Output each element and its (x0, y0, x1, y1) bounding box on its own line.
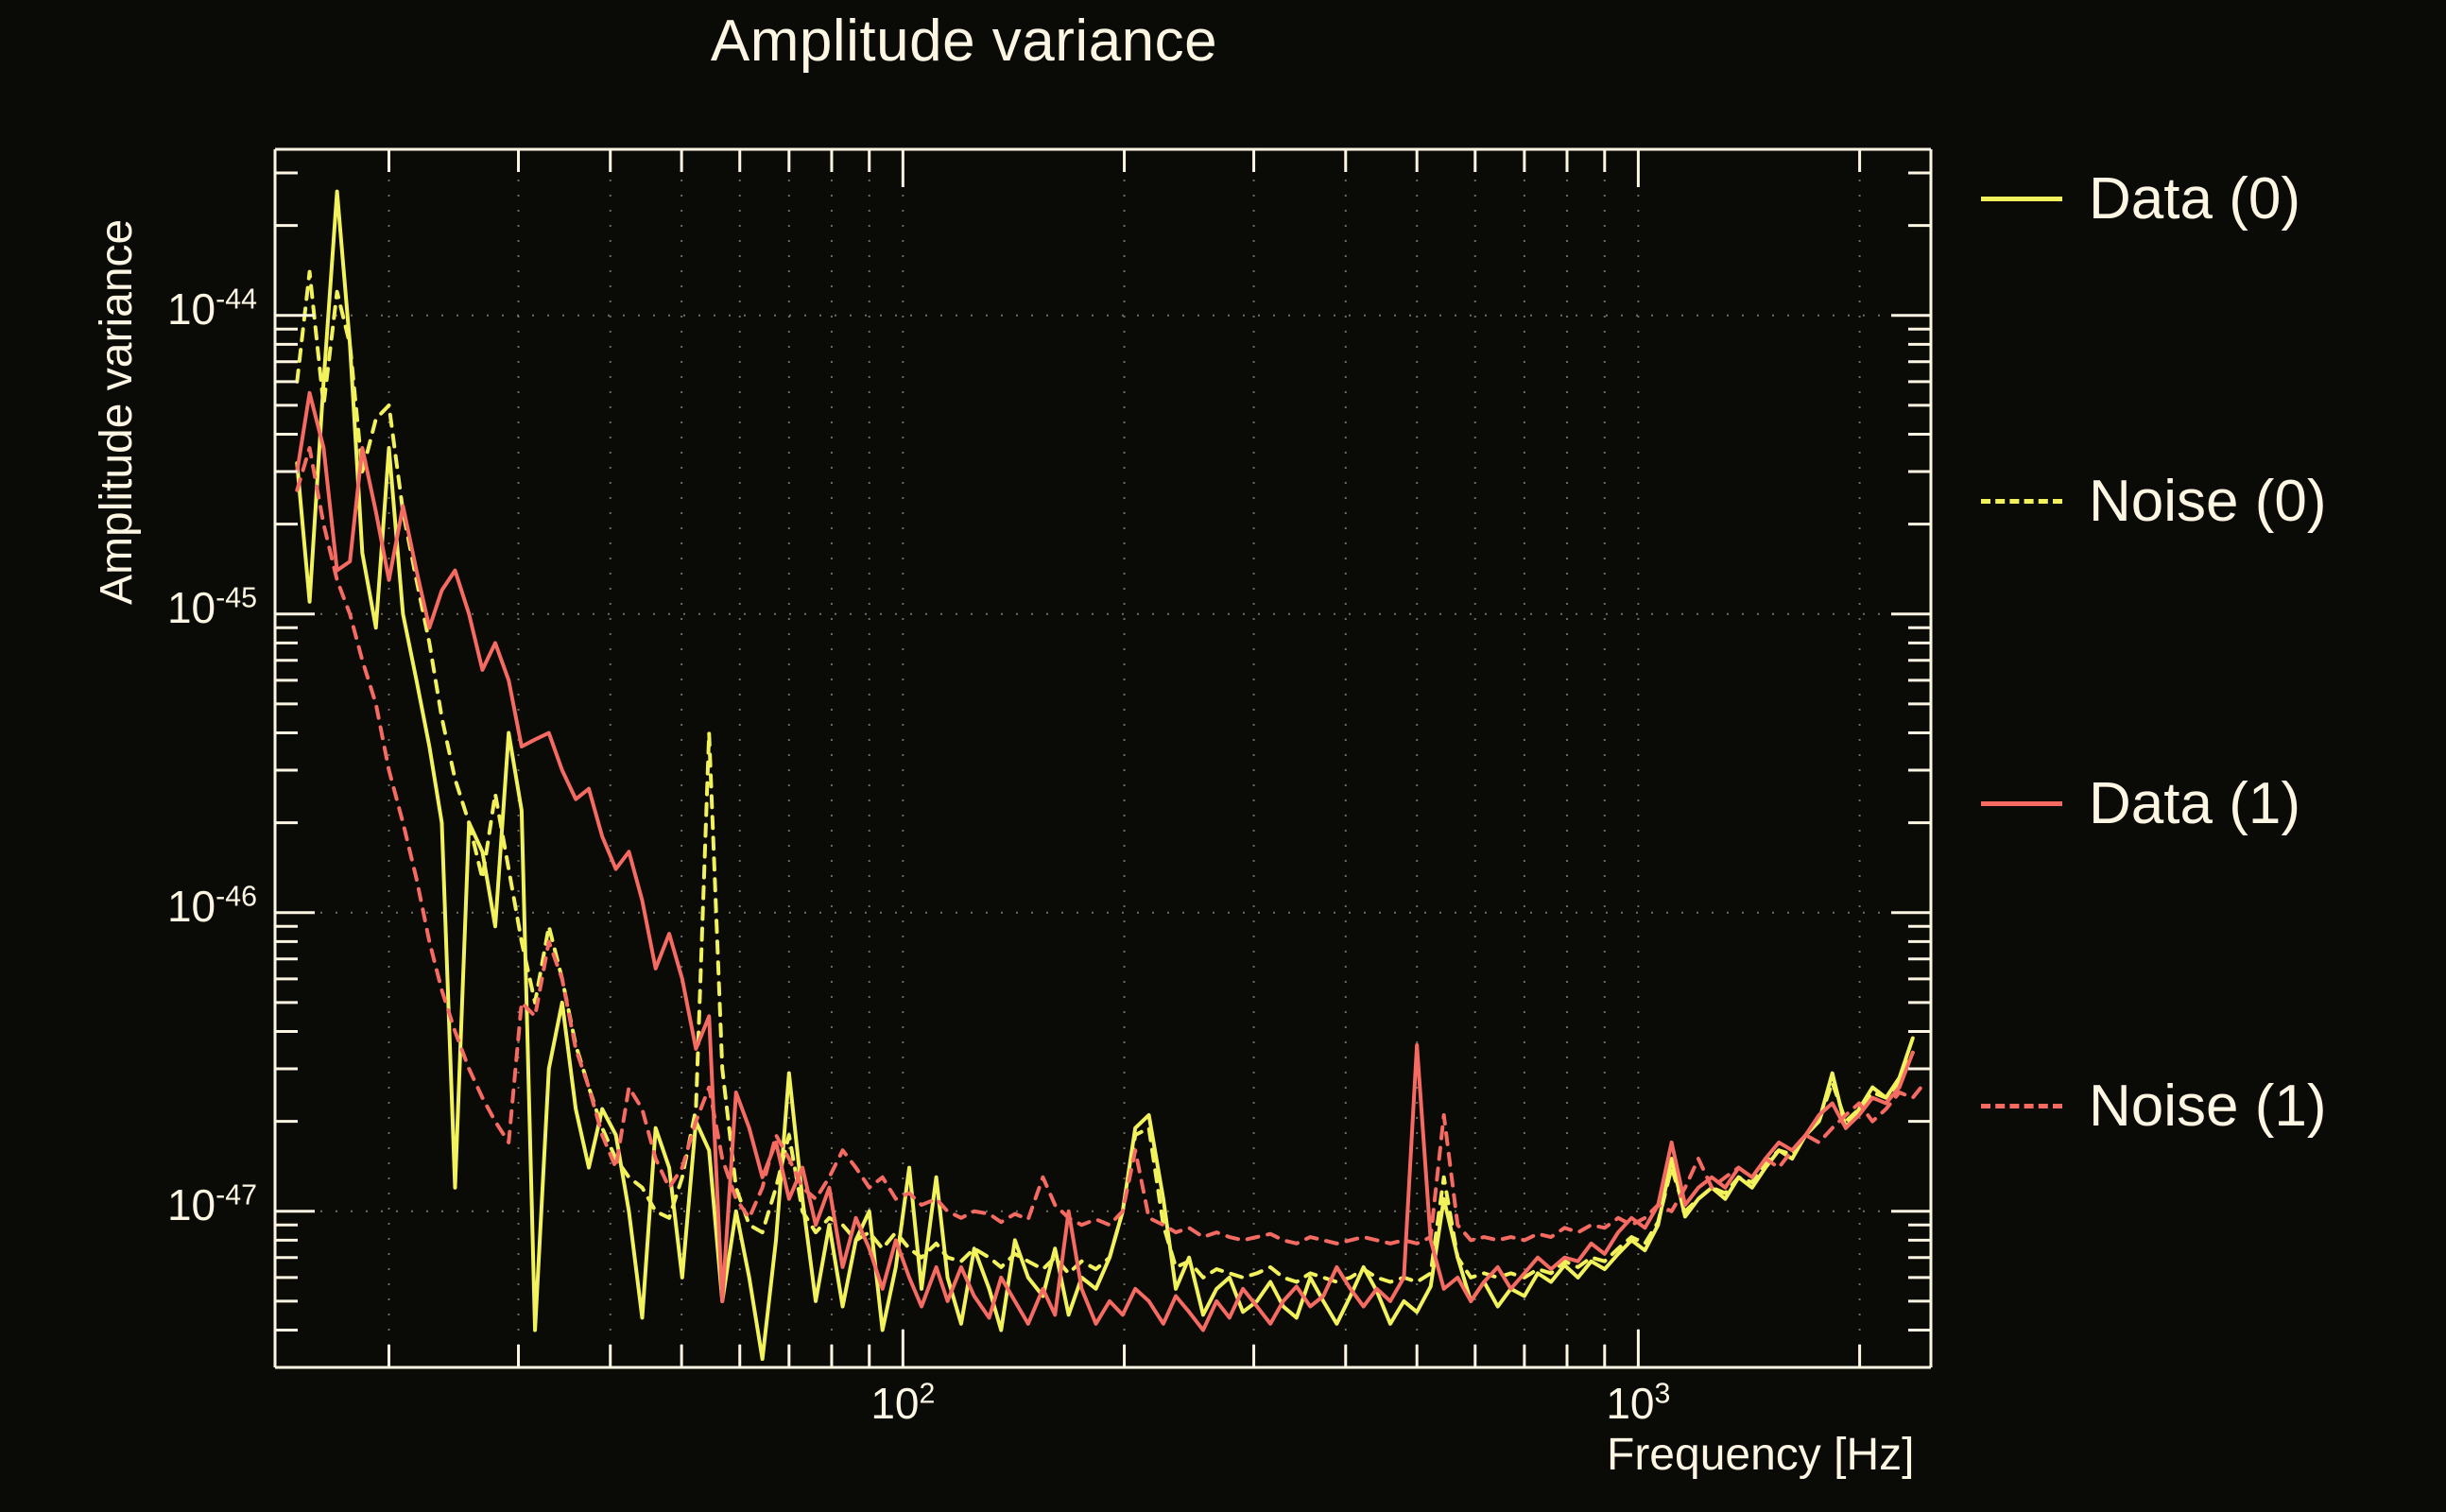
x-axis-label: Frequency [Hz] (1607, 1430, 1915, 1480)
legend-swatch-solid-icon (1981, 196, 2062, 201)
series-line-2 (295, 390, 1915, 1332)
legend-item-3[interactable]: Noise (1) (1981, 1058, 2327, 1153)
series-line-1 (295, 269, 1915, 1284)
y-tick-label-3: 10-47 (166, 1179, 257, 1229)
chart-title: Amplitude variance (710, 9, 1218, 74)
series-line-3 (295, 445, 1927, 1246)
legend-swatch-dashed-icon (1981, 498, 2062, 504)
chart-legend: Data (0) Noise (0) Data (1) Noise (1) (1981, 151, 2446, 1370)
x-tick-label-0: 102 (870, 1378, 936, 1428)
legend-item-1[interactable]: Noise (0) (1981, 454, 2327, 548)
legend-swatch-solid-icon (1981, 800, 2062, 806)
y-axis-tick-labels: 10-44 10-45 10-46 10-47 (0, 0, 257, 1512)
y-tick-label-2: 10-46 (166, 881, 257, 931)
series-line-0 (295, 189, 1915, 1362)
y-tick-label-0: 10-44 (166, 284, 257, 334)
legend-item-0[interactable]: Data (0) (1981, 151, 2300, 246)
legend-item-2[interactable]: Data (1) (1981, 756, 2300, 850)
legend-swatch-dashed-icon (1981, 1103, 2062, 1108)
data-series (295, 189, 1927, 1362)
legend-label-3: Noise (1) (2089, 1073, 2327, 1139)
legend-label-2: Data (1) (2089, 770, 2300, 836)
y-tick-label-1: 10-45 (166, 582, 257, 632)
legend-label-1: Noise (0) (2089, 468, 2327, 534)
axis-ticks (275, 149, 1931, 1369)
axis-frame (273, 147, 1933, 1369)
x-tick-label-1: 103 (1606, 1378, 1671, 1428)
legend-label-0: Data (0) (2089, 165, 2300, 232)
